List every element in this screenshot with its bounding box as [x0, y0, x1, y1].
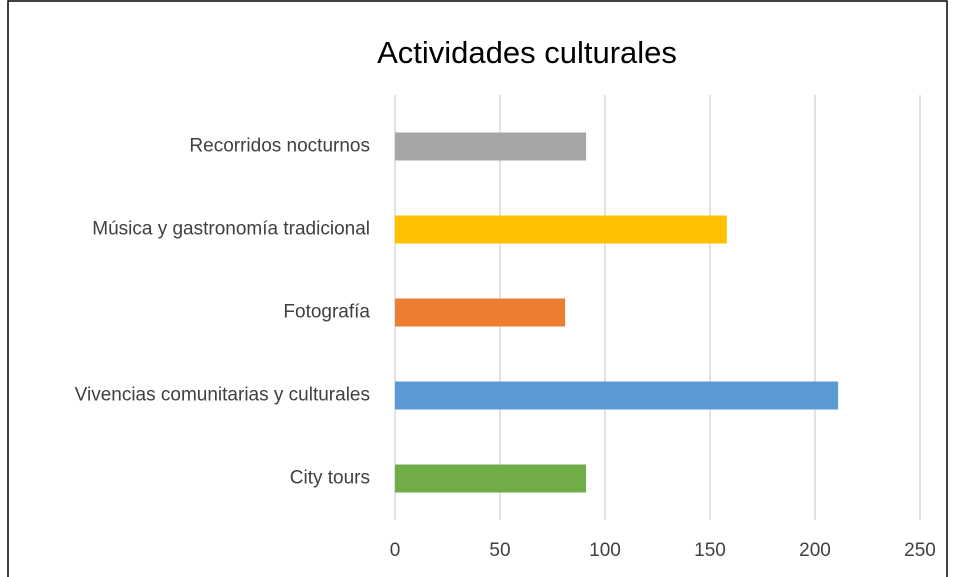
- x-tick-label: 0: [390, 540, 401, 561]
- x-tick-label: 250: [904, 540, 936, 561]
- x-tick-label: 150: [694, 540, 726, 561]
- chart-title: Actividades culturales: [377, 35, 677, 70]
- x-tick-label: 200: [799, 540, 831, 561]
- x-tick-label: 50: [489, 540, 510, 561]
- bar: [395, 132, 587, 161]
- y-tick-label: Música y gastronomía tradicional: [92, 219, 370, 240]
- bar: [395, 464, 587, 493]
- bar: [395, 298, 566, 327]
- x-tick-label: 100: [589, 540, 621, 561]
- bar: [395, 215, 727, 244]
- y-tick-label: Vivencias comunitarias y culturales: [75, 385, 370, 406]
- y-tick-label: City tours: [290, 468, 370, 489]
- y-tick-label: Fotografía: [283, 302, 370, 323]
- y-tick-label: Recorridos nocturnos: [189, 136, 370, 157]
- bar: [395, 381, 839, 410]
